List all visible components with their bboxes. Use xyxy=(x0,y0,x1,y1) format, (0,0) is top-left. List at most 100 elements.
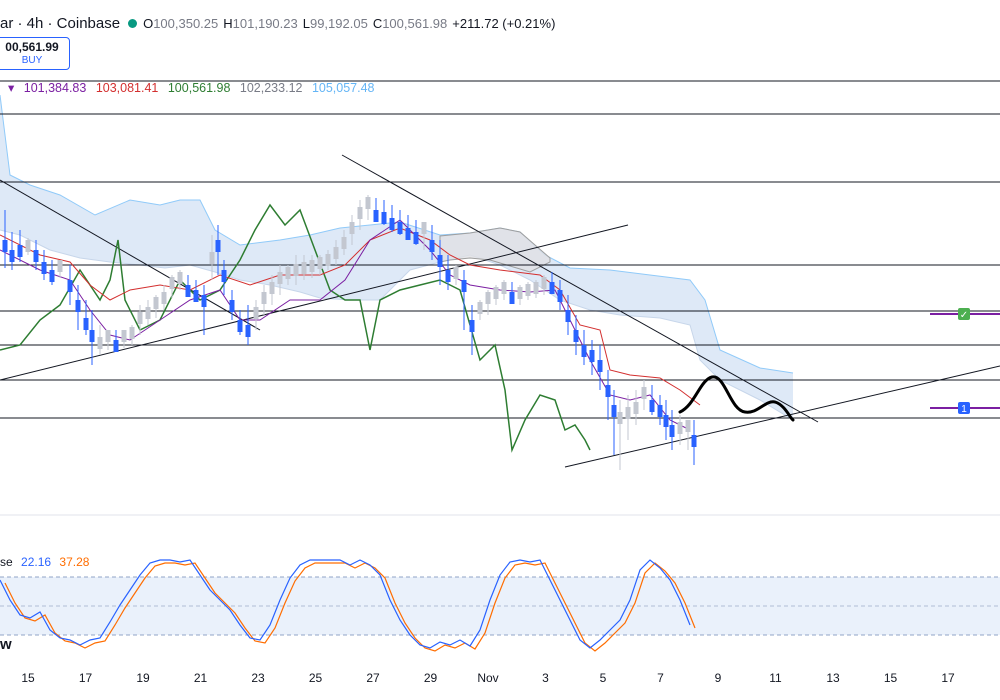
candle-body xyxy=(641,387,647,399)
span-a-value: 102,233.12 xyxy=(239,81,303,95)
candle-body xyxy=(245,325,251,337)
candle-body xyxy=(221,270,227,282)
candle-body xyxy=(201,295,207,307)
candle-body xyxy=(573,330,579,342)
x-tick-label: Nov xyxy=(477,671,498,685)
candle-body xyxy=(663,415,669,427)
candle-body xyxy=(209,252,215,264)
trendline-asc-2 xyxy=(564,365,1000,468)
alert-markers[interactable]: ✓1 xyxy=(930,308,1000,415)
candle-body xyxy=(75,300,81,312)
candle-body xyxy=(549,282,555,294)
stochastic-legend: se 22.16 37.28 xyxy=(0,555,94,569)
projection-drawing[interactable] xyxy=(678,375,795,422)
candle-body xyxy=(413,232,419,244)
candle-body xyxy=(357,207,363,219)
candle-body xyxy=(145,307,151,319)
candle-body xyxy=(557,290,563,302)
close-label: C xyxy=(372,15,383,31)
stoch-k-line xyxy=(0,559,691,649)
symbol-header: ar · 4h · Coinbase O100,350.25 H101,190.… xyxy=(0,10,560,36)
tenkan-value: 101,384.83 xyxy=(23,81,87,95)
candle-body xyxy=(215,240,221,252)
trendlines[interactable] xyxy=(0,154,1000,468)
ichimoku-cloud xyxy=(0,94,794,421)
candle-body xyxy=(445,270,451,282)
candle-body xyxy=(33,250,39,262)
candle-body xyxy=(541,277,547,289)
ohlc-close: C100,561.98 xyxy=(373,16,447,31)
trendline-desc-2 xyxy=(341,154,819,423)
market-open-icon xyxy=(128,18,138,28)
candle-body xyxy=(437,255,443,267)
candle-body xyxy=(365,197,371,209)
candle-body xyxy=(67,280,73,292)
candle-body xyxy=(625,407,631,419)
candle-body xyxy=(421,222,427,234)
candle-body xyxy=(317,257,323,269)
chikou-line xyxy=(0,203,591,453)
candle-body xyxy=(177,272,183,284)
candle-body xyxy=(161,292,167,304)
pane-label: w xyxy=(0,636,12,653)
buy-button[interactable]: 00,561.99 BUY xyxy=(0,37,70,70)
candle-body xyxy=(83,318,89,330)
candle-body xyxy=(453,267,459,279)
candle-body xyxy=(269,282,275,294)
x-tick-label: 7 xyxy=(657,671,664,685)
candle-body xyxy=(121,330,127,342)
candle-body xyxy=(25,240,31,252)
candle-body xyxy=(17,245,23,257)
x-tick-label: 17 xyxy=(79,671,93,685)
candle-body xyxy=(253,307,259,319)
candle-body xyxy=(129,327,135,339)
candle-body xyxy=(691,435,697,447)
candle-body xyxy=(589,350,595,362)
x-tick-label: 9 xyxy=(715,671,722,685)
candle-body xyxy=(169,277,175,289)
candle-body xyxy=(617,412,623,424)
ichimoku-legend: ▾ 101,384.83 103,081.41 100,561.98 102,2… xyxy=(8,80,381,95)
alert-check-badge xyxy=(958,308,970,320)
candle-body xyxy=(49,270,55,282)
candle-body xyxy=(97,337,103,349)
candle-body xyxy=(597,360,603,372)
high-value: 101,190.23 xyxy=(232,15,298,31)
span-b-line xyxy=(0,94,794,374)
x-axis: 15 17 19 21 23 25 27 29 Nov 3 5 7 9 11 13 15 17 xyxy=(21,671,955,685)
candle-body xyxy=(477,302,483,314)
high-label: H xyxy=(223,15,233,31)
candle-body xyxy=(333,247,339,259)
horizontal-levels[interactable] xyxy=(0,80,1000,419)
candle-body xyxy=(325,254,331,266)
candle-body xyxy=(633,402,639,414)
x-tick-label: 17 xyxy=(941,671,955,685)
candle-body xyxy=(657,405,663,417)
candle-body xyxy=(525,284,531,296)
stoch-d-value: 37.28 xyxy=(59,555,90,569)
buy-label: BUY xyxy=(21,55,43,66)
candle-body xyxy=(533,282,539,294)
candle-body xyxy=(509,292,515,304)
x-tick-label: 5 xyxy=(600,671,607,685)
candle-body xyxy=(285,267,291,279)
candle-body xyxy=(397,222,403,234)
stoch-title: se xyxy=(0,555,13,569)
x-tick-label: 15 xyxy=(884,671,898,685)
candle-body xyxy=(517,287,523,299)
candle-body xyxy=(113,340,119,352)
candle-body xyxy=(685,420,691,432)
candle-body xyxy=(153,297,159,309)
projection-path xyxy=(678,375,795,422)
kijun-line xyxy=(0,227,701,406)
candle-body xyxy=(341,237,347,249)
symbol-title[interactable]: ar · 4h · Coinbase xyxy=(0,14,121,32)
candle-body xyxy=(9,250,15,262)
kijun-value: 103,081.41 xyxy=(95,81,159,95)
low-label: L xyxy=(302,15,310,31)
span-b-value: 105,057.48 xyxy=(311,81,375,95)
candle-body xyxy=(2,240,8,252)
x-tick-label: 29 xyxy=(424,671,438,685)
